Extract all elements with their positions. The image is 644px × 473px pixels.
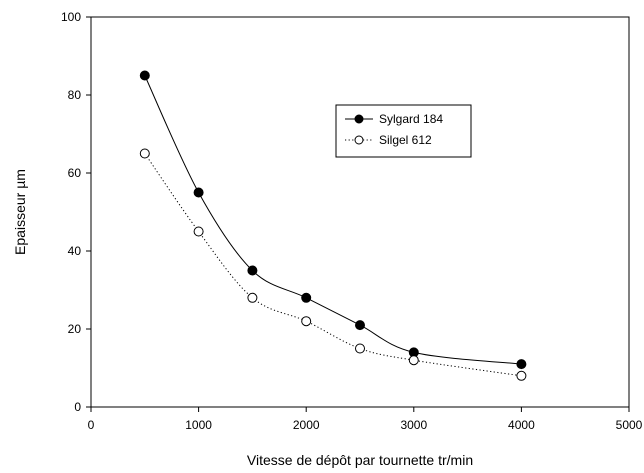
y-tick-label: 0	[74, 400, 81, 414]
legend-marker-silgel-612	[354, 135, 364, 145]
legend-marker-sylgard-184	[354, 114, 364, 124]
x-axis-label: Vitesse de dépôt par tournette tr/min	[247, 452, 473, 468]
data-point-silgel-612	[355, 343, 365, 354]
data-point-sylgard-184	[139, 70, 150, 81]
legend-label-sylgard-184: Sylgard 184	[379, 112, 443, 126]
data-point-silgel-612	[139, 148, 150, 159]
y-axis-label: Epaisseur µm	[12, 169, 28, 255]
data-point-sylgard-184	[516, 359, 527, 370]
y-tick-label: 100	[61, 10, 81, 24]
x-tick-label: 4000	[508, 418, 535, 432]
data-point-silgel-612	[408, 355, 419, 366]
data-point-sylgard-184	[193, 187, 204, 198]
x-tick-label: 5000	[616, 418, 643, 432]
data-point-sylgard-184	[247, 265, 258, 276]
x-tick-label: 0	[88, 418, 95, 432]
x-axis: 0 1000 2000 3000 4000 5000	[88, 407, 643, 432]
data-point-silgel-612	[301, 316, 312, 327]
series-line-silgel-612	[144, 153, 522, 377]
data-point-silgel-612	[247, 292, 258, 303]
data-point-silgel-612	[193, 226, 204, 237]
x-tick-label: 3000	[400, 418, 427, 432]
y-axis: 0 20 40 60 80 100	[61, 10, 91, 414]
data-point-sylgard-184	[355, 320, 365, 331]
data-point-silgel-612	[516, 370, 527, 381]
legend: Sylgard 184 Silgel 612	[335, 104, 472, 158]
y-tick-label: 20	[68, 322, 82, 336]
y-tick-label: 80	[68, 88, 82, 102]
series-layer	[139, 70, 527, 381]
plot-frame	[90, 16, 630, 408]
y-tick-label: 60	[68, 166, 82, 180]
data-point-sylgard-184	[301, 292, 312, 303]
x-tick-label: 1000	[185, 418, 212, 432]
legend-box	[335, 104, 472, 158]
legend-label-silgel-612: Silgel 612	[379, 133, 432, 147]
x-tick-label: 2000	[293, 418, 320, 432]
y-tick-label: 40	[68, 244, 82, 258]
